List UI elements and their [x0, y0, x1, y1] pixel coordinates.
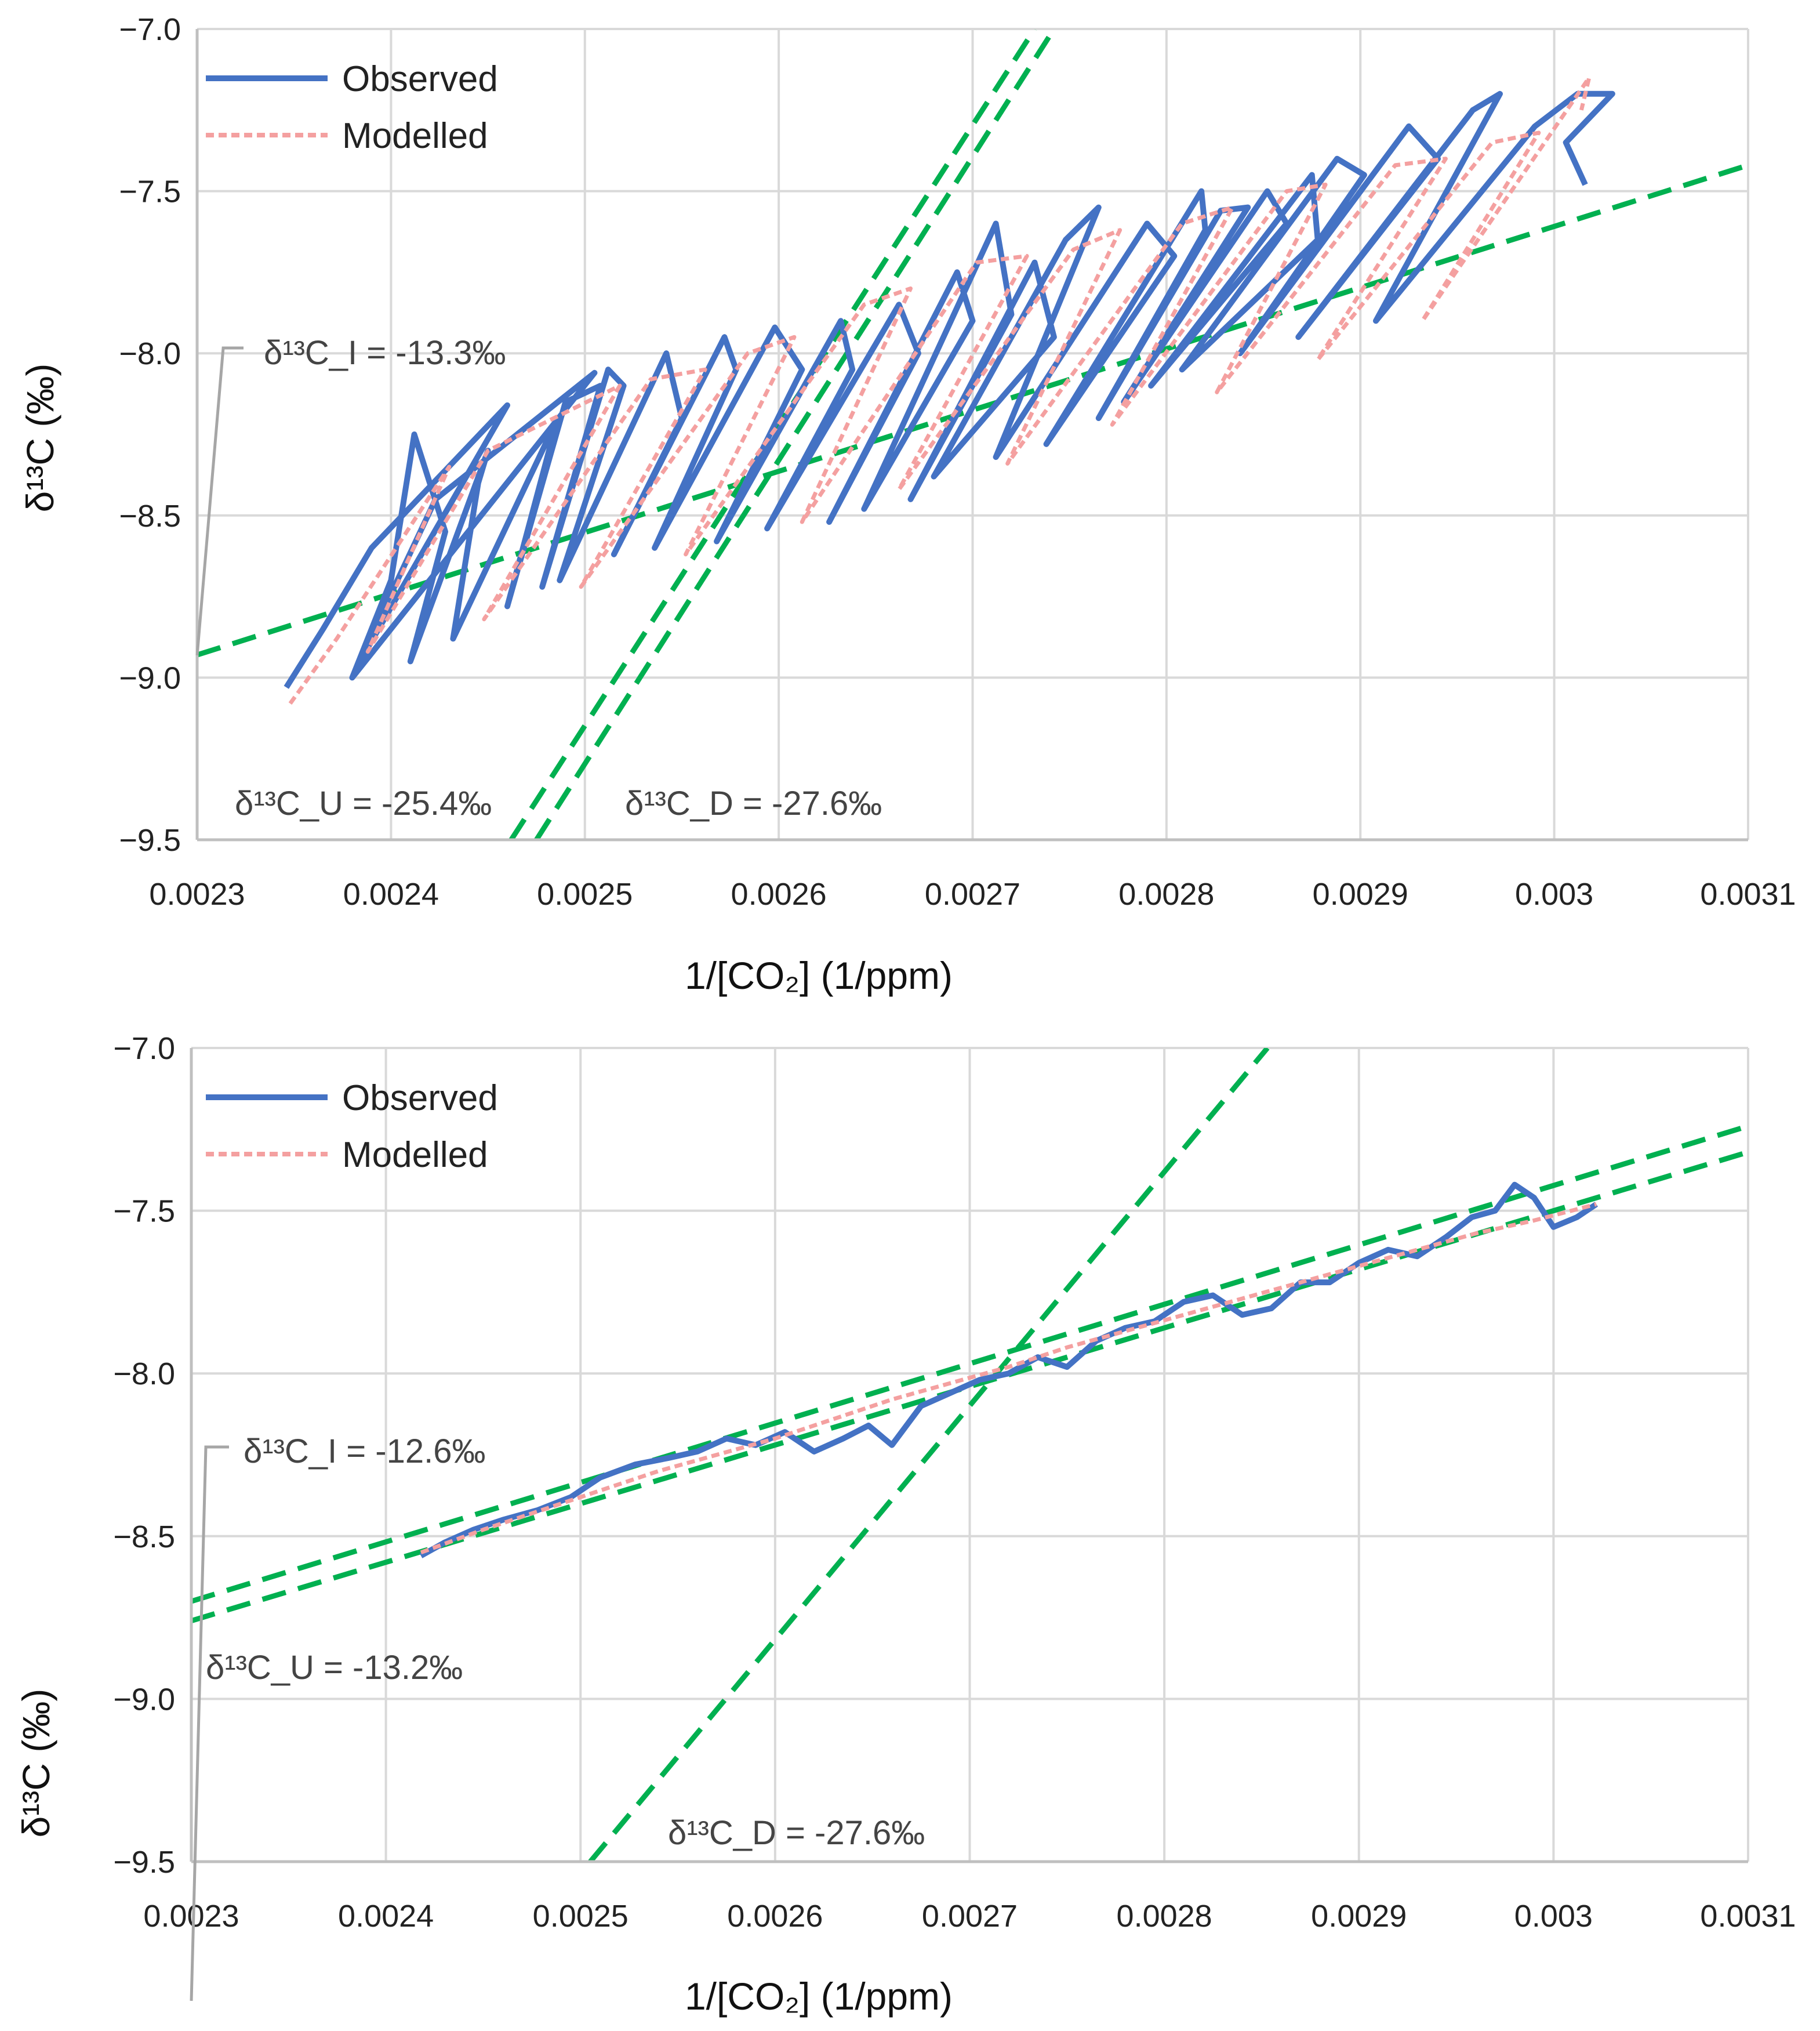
y-tick-label: −7.0	[113, 1031, 175, 1066]
x-tick-label: 0.0029	[1311, 1899, 1407, 1934]
x-tick-label: 0.0027	[925, 877, 1020, 912]
annotation-leader-line	[190, 1445, 229, 2001]
x-tick-label: 0.0029	[1313, 877, 1408, 912]
annotation-delta-d: δ¹³C_D = -27.6‰	[625, 785, 882, 822]
x-tick-label: 0.0026	[727, 1899, 823, 1934]
x-tick-label: 0.0027	[922, 1899, 1018, 1934]
y-tick-label: −8.0	[113, 1357, 175, 1391]
legend-observed-label: Observed	[342, 1078, 498, 1118]
series-observed-line	[284, 90, 1615, 689]
y-axis-title: δ¹³C (‰)	[14, 1689, 57, 1838]
x-axis-title: 1/[CO₂] (1/ppm)	[685, 954, 953, 997]
annotation-delta-i: δ¹³C_I = -13.3‰	[264, 334, 506, 372]
y-tick-label: −7.5	[113, 1194, 175, 1229]
x-tick-label: 0.0031	[1700, 1899, 1796, 1934]
annotation-leader-line	[195, 346, 244, 656]
x-tick-label: 0.003	[1514, 1899, 1593, 1934]
fit-line-downwind	[534, 29, 1056, 840]
y-tick-label: −8.0	[119, 336, 181, 371]
x-tick-label: 0.0025	[533, 1899, 629, 1934]
legend-modelled-label: Modelled	[342, 1135, 488, 1175]
y-tick-label: −8.5	[119, 499, 181, 534]
x-tick-label: 0.0028	[1118, 877, 1214, 912]
legend-modelled-label: Modelled	[342, 116, 488, 156]
x-tick-label: 0.0028	[1117, 1899, 1212, 1934]
chart-top: 0.0023 0.0024 0.0025 0.0026 0.0027 0.0028 0.00…	[19, 12, 1796, 997]
x-tick-label: 0.0024	[338, 1899, 434, 1934]
y-tick-label: −9.0	[119, 661, 181, 695]
annotation-delta-d: δ¹³C_D = -27.6‰	[668, 1814, 925, 1852]
y-tick-label: −8.5	[113, 1519, 175, 1554]
x-tick-label: 0.0023	[143, 1899, 239, 1934]
x-axis-title: 1/[CO₂] (1/ppm)	[685, 1975, 953, 2018]
annotation-delta-u: δ¹³C_U = -13.2‰	[206, 1649, 463, 1687]
legend-observed-label: Observed	[342, 59, 498, 99]
x-tick-label: 0.0024	[343, 877, 439, 912]
y-axis-title: δ¹³C (‰)	[19, 364, 61, 513]
x-tick-label: 0.0026	[731, 877, 827, 912]
series-modelled-line	[288, 75, 1592, 705]
series-modelled-line	[420, 1202, 1597, 1555]
annotation-delta-u: δ¹³C_U = -25.4‰	[235, 785, 492, 822]
x-tick-label: 0.003	[1515, 877, 1593, 912]
x-tick-label: 0.0023	[149, 877, 245, 912]
fit-line-downwind	[588, 1048, 1270, 1862]
x-tick-label: 0.0031	[1700, 877, 1796, 912]
annotation-delta-i: δ¹³C_I = -12.6‰	[244, 1432, 485, 1470]
y-tick-label: −9.0	[113, 1682, 175, 1717]
x-tick-label: 0.0025	[537, 877, 633, 912]
fit-line-isotopic-mixing	[191, 1123, 1748, 1604]
y-tick-label: −7.5	[119, 175, 181, 209]
y-tick-label: −9.5	[119, 823, 181, 858]
fit-line-isotopic-mixing	[197, 162, 1748, 658]
y-tick-label: −9.5	[113, 1845, 175, 1880]
y-tick-label: −7.0	[119, 12, 181, 47]
series-observed-line	[419, 1181, 1598, 1558]
chart-bottom: 0.0023 0.0024 0.0025 0.0026 0.0027 0.0028 0.00…	[14, 1031, 1796, 2018]
